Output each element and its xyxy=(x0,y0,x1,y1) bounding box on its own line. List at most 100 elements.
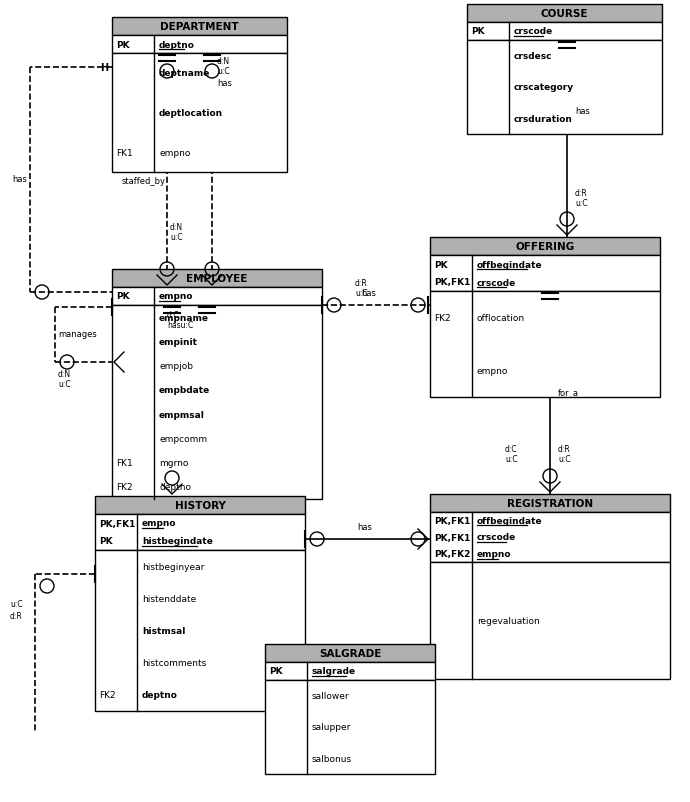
Text: crsdesc: crsdesc xyxy=(514,52,553,61)
Text: sallower: sallower xyxy=(312,691,350,700)
Bar xyxy=(95,514,305,550)
Text: empname: empname xyxy=(159,314,209,322)
Text: PK: PK xyxy=(116,40,130,50)
Text: EMPLOYEE: EMPLOYEE xyxy=(186,273,248,284)
Text: u:C: u:C xyxy=(575,198,588,207)
Bar xyxy=(112,36,287,54)
Text: deptno: deptno xyxy=(159,40,195,50)
Text: has: has xyxy=(575,107,590,115)
Bar xyxy=(467,41,662,135)
Bar xyxy=(265,644,435,662)
Text: OFFERING: OFFERING xyxy=(515,241,575,252)
Bar xyxy=(467,5,662,23)
Text: d:R: d:R xyxy=(10,612,23,621)
Text: u:C: u:C xyxy=(355,290,368,298)
Text: hasu:C: hasu:C xyxy=(167,321,193,330)
Text: crscode: crscode xyxy=(477,533,516,542)
Text: has: has xyxy=(217,79,232,88)
Text: d:N: d:N xyxy=(170,223,183,233)
Text: has: has xyxy=(357,523,372,532)
Text: PK: PK xyxy=(434,260,448,269)
Text: d:N: d:N xyxy=(217,58,230,67)
Bar xyxy=(112,288,322,306)
Text: u:C: u:C xyxy=(170,233,183,242)
Text: manages: manages xyxy=(58,330,97,339)
Text: deptname: deptname xyxy=(159,69,210,79)
Text: PK: PK xyxy=(471,27,484,36)
Text: FK1: FK1 xyxy=(116,148,132,157)
Text: salgrade: salgrade xyxy=(312,666,356,675)
Text: PK,FK1: PK,FK1 xyxy=(434,278,471,287)
Bar xyxy=(95,496,305,514)
Bar xyxy=(430,494,670,512)
Text: d:R: d:R xyxy=(575,188,588,197)
Text: u:C: u:C xyxy=(505,455,518,464)
Bar xyxy=(430,562,670,679)
Text: has: has xyxy=(361,290,376,298)
Text: empno: empno xyxy=(477,549,511,558)
Text: FK2: FK2 xyxy=(434,314,451,322)
Text: empmsal: empmsal xyxy=(159,410,205,419)
Text: mgrno: mgrno xyxy=(159,459,188,468)
Text: PK: PK xyxy=(269,666,283,675)
Text: REGISTRATION: REGISTRATION xyxy=(507,498,593,508)
Text: crsduration: crsduration xyxy=(514,115,573,124)
Text: empbdate: empbdate xyxy=(159,386,210,395)
Text: deptlocation: deptlocation xyxy=(159,109,223,118)
Bar xyxy=(95,550,305,711)
Text: for_a: for_a xyxy=(558,388,579,397)
Text: crscode: crscode xyxy=(477,278,516,287)
Text: crscode: crscode xyxy=(514,27,553,36)
Text: empno: empno xyxy=(477,367,509,375)
Text: salupper: salupper xyxy=(312,723,351,731)
Text: deptno: deptno xyxy=(142,691,178,699)
Text: histcomments: histcomments xyxy=(142,658,206,667)
Text: PK,FK2: PK,FK2 xyxy=(434,549,471,558)
Text: PK,FK1: PK,FK1 xyxy=(434,533,471,542)
Text: d:R: d:R xyxy=(558,445,571,454)
Text: empno: empno xyxy=(159,292,193,301)
Text: staffed_by: staffed_by xyxy=(122,176,166,185)
Text: FK2: FK2 xyxy=(116,483,132,492)
Bar xyxy=(265,662,435,680)
Text: offlocation: offlocation xyxy=(477,314,525,322)
Text: crscategory: crscategory xyxy=(514,83,574,92)
Text: FK2: FK2 xyxy=(99,691,116,699)
Bar xyxy=(430,256,660,292)
Text: PK: PK xyxy=(99,537,112,546)
Text: has: has xyxy=(12,176,27,184)
Text: FK1: FK1 xyxy=(116,459,132,468)
Text: d:C: d:C xyxy=(167,311,179,320)
Text: d:N: d:N xyxy=(58,370,71,379)
Bar xyxy=(112,269,322,288)
Text: histbegindate: histbegindate xyxy=(142,537,213,546)
Text: deptno: deptno xyxy=(159,483,191,492)
Bar xyxy=(467,23,662,41)
Text: u:C: u:C xyxy=(558,455,571,464)
Text: PK,FK1: PK,FK1 xyxy=(434,516,471,525)
Text: SALGRADE: SALGRADE xyxy=(319,648,381,658)
Text: regevaluation: regevaluation xyxy=(477,616,540,626)
Text: u:C: u:C xyxy=(58,380,70,389)
Text: empjob: empjob xyxy=(159,362,193,371)
Text: histenddate: histenddate xyxy=(142,594,196,603)
Text: empinit: empinit xyxy=(159,338,198,346)
Bar xyxy=(430,237,660,256)
Text: empcomm: empcomm xyxy=(159,435,207,444)
Text: PK: PK xyxy=(116,292,130,301)
Text: H: H xyxy=(100,63,108,73)
Text: empno: empno xyxy=(142,519,177,528)
Bar xyxy=(430,512,670,562)
Text: PK,FK1: PK,FK1 xyxy=(99,519,135,528)
Bar xyxy=(112,54,287,172)
Text: u:C: u:C xyxy=(217,67,230,76)
Bar xyxy=(112,18,287,36)
Text: histbeginyear: histbeginyear xyxy=(142,562,204,571)
Text: salbonus: salbonus xyxy=(312,754,352,763)
Text: u:C: u:C xyxy=(10,600,23,609)
Text: empno: empno xyxy=(159,148,190,157)
Text: HISTORY: HISTORY xyxy=(175,500,226,510)
Text: offbegindate: offbegindate xyxy=(477,260,542,269)
Text: DEPARTMENT: DEPARTMENT xyxy=(160,22,239,32)
Text: histmsal: histmsal xyxy=(142,626,186,635)
